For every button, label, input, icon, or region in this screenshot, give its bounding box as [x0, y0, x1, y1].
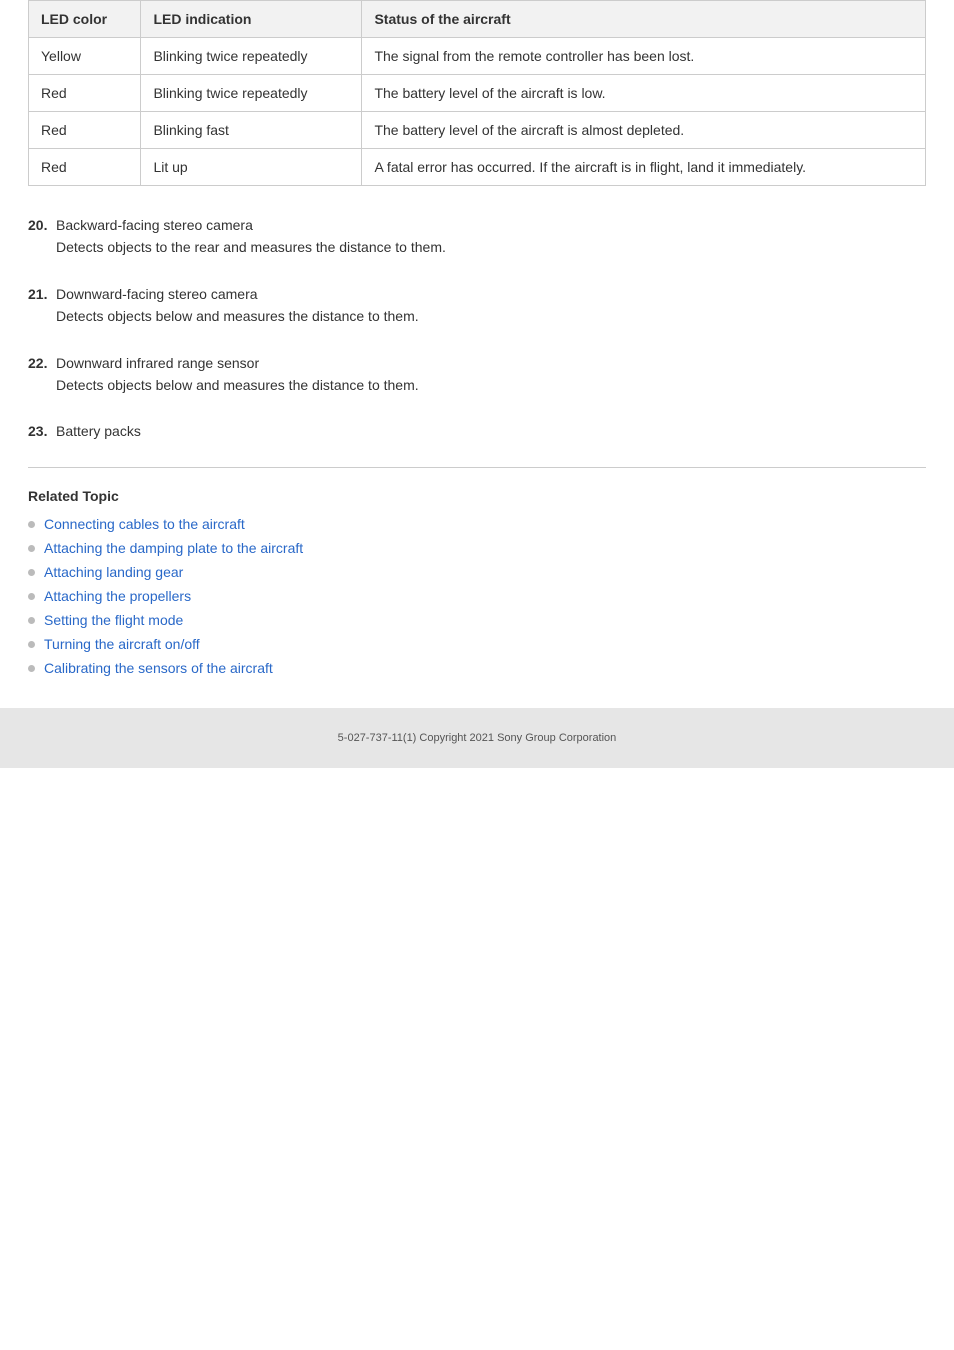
- table-cell: Blinking twice repeatedly: [141, 38, 362, 75]
- table-cell: Yellow: [29, 38, 141, 75]
- table-row: Red Blinking fast The battery level of t…: [29, 112, 926, 149]
- table-cell: Red: [29, 149, 141, 186]
- table-cell: Red: [29, 112, 141, 149]
- list-item: 23. Battery packs: [28, 420, 926, 442]
- list-item: 22. Downward infrared range sensor Detec…: [28, 352, 926, 397]
- related-link[interactable]: Turning the aircraft on/off: [44, 636, 200, 652]
- related-link[interactable]: Connecting cables to the aircraft: [44, 516, 245, 532]
- list-number: 22.: [28, 352, 56, 397]
- table-cell: Lit up: [141, 149, 362, 186]
- related-link[interactable]: Attaching the damping plate to the aircr…: [44, 540, 303, 556]
- list-number: 21.: [28, 283, 56, 328]
- related-link[interactable]: Attaching landing gear: [44, 564, 183, 580]
- table-header: Status of the aircraft: [362, 1, 926, 38]
- footer: 5-027-737-11(1) Copyright 2021 Sony Grou…: [0, 708, 954, 768]
- table-cell: The battery level of the aircraft is alm…: [362, 112, 926, 149]
- table-cell: Blinking twice repeatedly: [141, 75, 362, 112]
- related-link[interactable]: Setting the flight mode: [44, 612, 183, 628]
- related-link[interactable]: Attaching the propellers: [44, 588, 191, 604]
- table-cell: A fatal error has occurred. If the aircr…: [362, 149, 926, 186]
- table-row: Red Blinking twice repeatedly The batter…: [29, 75, 926, 112]
- related-link[interactable]: Calibrating the sensors of the aircraft: [44, 660, 273, 676]
- led-status-table: LED color LED indication Status of the a…: [28, 0, 926, 186]
- related-link-item: Calibrating the sensors of the aircraft: [28, 660, 926, 676]
- related-link-item: Turning the aircraft on/off: [28, 636, 926, 652]
- list-number: 23.: [28, 420, 56, 442]
- related-link-item: Connecting cables to the aircraft: [28, 516, 926, 532]
- copyright-text: 5-027-737-11(1) Copyright 2021 Sony Grou…: [338, 732, 617, 744]
- divider: [28, 467, 926, 468]
- table-header: LED indication: [141, 1, 362, 38]
- table-cell: Red: [29, 75, 141, 112]
- list-title: Downward-facing stereo camera: [56, 283, 926, 305]
- table-header-row: LED color LED indication Status of the a…: [29, 1, 926, 38]
- list-number: 20.: [28, 214, 56, 259]
- related-link-item: Setting the flight mode: [28, 612, 926, 628]
- related-link-item: Attaching the propellers: [28, 588, 926, 604]
- related-topic-heading: Related Topic: [28, 488, 926, 504]
- related-link-item: Attaching the damping plate to the aircr…: [28, 540, 926, 556]
- table-row: Yellow Blinking twice repeatedly The sig…: [29, 38, 926, 75]
- list-item: 20. Backward-facing stereo camera Detect…: [28, 214, 926, 259]
- table-cell: Blinking fast: [141, 112, 362, 149]
- table-cell: The battery level of the aircraft is low…: [362, 75, 926, 112]
- list-title: Downward infrared range sensor: [56, 352, 926, 374]
- list-desc: Detects objects to the rear and measures…: [56, 236, 926, 258]
- table-row: Red Lit up A fatal error has occurred. I…: [29, 149, 926, 186]
- list-item: 21. Downward-facing stereo camera Detect…: [28, 283, 926, 328]
- list-title: Backward-facing stereo camera: [56, 214, 926, 236]
- list-desc: Detects objects below and measures the d…: [56, 305, 926, 327]
- related-link-item: Attaching landing gear: [28, 564, 926, 580]
- table-header: LED color: [29, 1, 141, 38]
- table-cell: The signal from the remote controller ha…: [362, 38, 926, 75]
- related-links-list: Connecting cables to the aircraft Attach…: [28, 516, 926, 676]
- list-desc: Detects objects below and measures the d…: [56, 374, 926, 396]
- list-title: Battery packs: [56, 420, 926, 442]
